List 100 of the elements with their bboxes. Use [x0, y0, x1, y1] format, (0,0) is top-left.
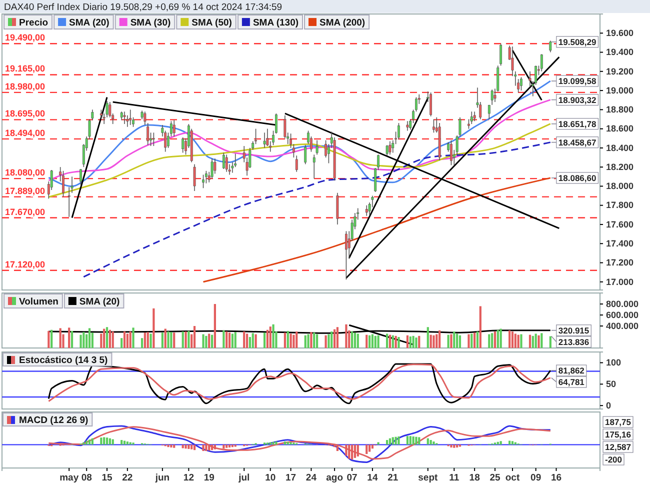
candlestick	[473, 111, 476, 122]
y-tick-label: 600.000	[606, 310, 639, 320]
bar	[470, 334, 473, 348]
bar	[234, 332, 236, 348]
candlestick	[68, 186, 70, 218]
candlestick	[204, 170, 208, 184]
bar	[426, 438, 429, 445]
chart-title: Estocástico (14 3 5)	[19, 355, 108, 366]
chart-title: MACD (12 26 9)	[19, 415, 88, 426]
bar	[120, 338, 123, 348]
y-tick-label: 800.000	[606, 298, 639, 309]
x-tick-label: jun	[154, 472, 170, 483]
x-tick-label: 16	[550, 472, 562, 483]
candlestick	[500, 43, 502, 66]
bar	[540, 333, 543, 348]
bar	[120, 440, 123, 445]
y-tick-label: 17.200	[606, 258, 634, 268]
bar	[412, 436, 414, 445]
bar	[371, 444, 374, 449]
bar	[91, 438, 94, 445]
candlestick	[488, 104, 490, 120]
y-tick-label: 18.800	[606, 104, 634, 115]
candlestick	[214, 158, 216, 174]
bar	[324, 335, 327, 348]
bar	[496, 330, 499, 348]
bar	[491, 333, 494, 348]
bar	[205, 444, 208, 452]
bar	[514, 442, 516, 445]
legend-label: SMA (20)	[79, 296, 120, 308]
bar	[532, 336, 534, 348]
candlestick	[432, 118, 435, 134]
y-tick-label: 18.000	[606, 181, 634, 192]
legend-label: SMA (130)	[252, 18, 299, 28]
bar	[167, 444, 170, 448]
candlestick	[182, 137, 184, 154]
bar	[488, 334, 490, 348]
bar	[144, 332, 146, 348]
x-tick-label: sept	[418, 472, 438, 483]
ref-line-label: 18.494,00	[5, 128, 46, 138]
bar	[392, 335, 394, 348]
bar	[430, 440, 432, 445]
bar	[313, 332, 316, 348]
bar	[228, 332, 231, 348]
candlestick	[398, 122, 400, 140]
bar	[210, 444, 214, 450]
x-tick-label: 09	[530, 472, 542, 483]
x-tick-label: oct	[505, 472, 520, 483]
bar	[106, 438, 108, 445]
bar	[336, 327, 339, 348]
candlestick	[406, 120, 409, 132]
bar	[112, 332, 114, 348]
bar	[296, 332, 298, 348]
bar	[394, 436, 397, 445]
bar	[345, 324, 348, 348]
bar	[205, 336, 208, 348]
bar	[100, 438, 102, 445]
bar	[269, 442, 272, 445]
bar	[474, 332, 476, 348]
annotation: 18.458,67	[558, 137, 596, 148]
x-tick-label: ago	[326, 472, 344, 483]
text: -200	[605, 454, 622, 464]
candlestick	[210, 158, 214, 179]
candlestick	[386, 144, 388, 156]
bar	[371, 334, 374, 348]
ref-line-label: 17.889,00	[5, 186, 46, 196]
y-tick-label: 18.600	[606, 124, 634, 134]
ref-line-label: 17.120,00	[5, 259, 46, 270]
annotation: 213.836	[558, 336, 590, 347]
bar	[456, 444, 458, 448]
annotation: 18.651,78	[558, 118, 596, 129]
bar	[450, 444, 452, 448]
bar	[436, 334, 438, 348]
candlestick	[91, 109, 94, 121]
bar	[284, 332, 286, 348]
x-tick-label: 12	[183, 472, 194, 483]
bar	[453, 332, 456, 348]
bar	[377, 335, 380, 348]
y-tick-label: 18.400	[606, 142, 634, 153]
bar	[356, 444, 359, 456]
x-tick-label: jul	[238, 472, 250, 483]
bar	[479, 306, 482, 348]
bar	[193, 326, 196, 348]
bar	[292, 334, 295, 348]
bar	[82, 332, 85, 348]
bar	[333, 444, 336, 448]
bar	[409, 336, 412, 348]
bar	[374, 336, 376, 348]
candlestick	[371, 195, 374, 208]
bar	[456, 334, 458, 348]
bar	[500, 441, 502, 445]
bar	[226, 332, 228, 348]
bar	[231, 444, 234, 448]
bar	[520, 334, 522, 348]
bar	[188, 444, 190, 449]
bar	[80, 334, 82, 348]
bar	[368, 444, 371, 452]
bar	[214, 304, 216, 348]
bar	[222, 444, 225, 449]
bar	[170, 332, 172, 348]
candlestick	[62, 170, 64, 198]
